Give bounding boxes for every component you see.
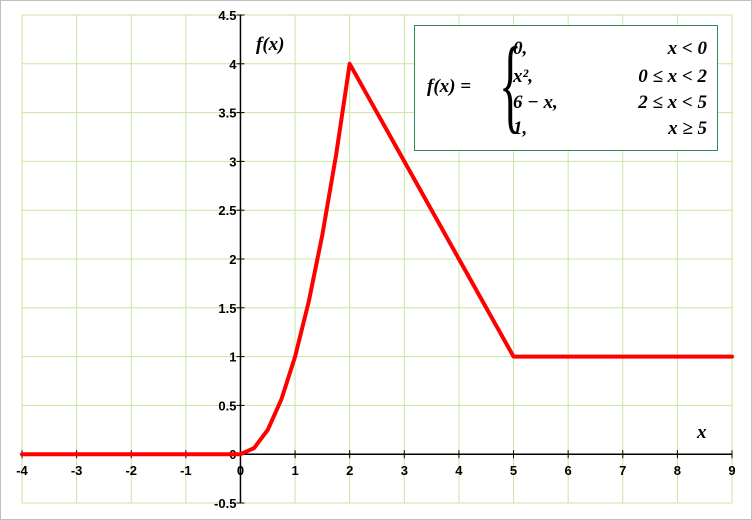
series-group bbox=[20, 61, 734, 457]
x-tick-label: 4 bbox=[455, 463, 463, 478]
y-tick-label: -0.5 bbox=[214, 496, 236, 511]
case-expression: x², bbox=[513, 66, 533, 87]
y-tick-label: 2.5 bbox=[218, 203, 236, 218]
x-tick-label: -2 bbox=[125, 463, 137, 478]
y-tick-label: 1.5 bbox=[218, 301, 236, 316]
case-condition: x < 0 bbox=[667, 38, 707, 59]
case-expression: 0, bbox=[513, 38, 528, 59]
x-tick-label: 8 bbox=[674, 463, 681, 478]
case-condition: 0 ≤ x < 2 bbox=[638, 66, 707, 87]
formula-lhs: f(x) = bbox=[427, 76, 472, 97]
case-condition: x ≥ 5 bbox=[668, 118, 707, 139]
formula-case: 1, x ≥ 5 bbox=[513, 118, 707, 143]
case-condition: 2 ≤ x < 5 bbox=[638, 92, 707, 113]
formula-box: f(x) = { 0, x < 0 x², 0 ≤ x < 2 6 − x, 2… bbox=[414, 25, 718, 151]
y-tick-label: 1 bbox=[229, 350, 236, 365]
y-tick-label: 4.5 bbox=[218, 8, 236, 23]
x-tick-label: -3 bbox=[71, 463, 83, 478]
x-tick-label: 6 bbox=[565, 463, 572, 478]
x-tick-label: -4 bbox=[16, 463, 28, 478]
y-tick-label: 4 bbox=[229, 57, 237, 72]
x-axis-title: x bbox=[696, 422, 707, 443]
y-axis-title: f(x) bbox=[256, 34, 284, 55]
formula-case: x², 0 ≤ x < 2 bbox=[513, 66, 707, 91]
y-tick-label: 2 bbox=[229, 252, 236, 267]
x-tick-label: 9 bbox=[728, 463, 735, 478]
formula-case: 0, x < 0 bbox=[513, 38, 707, 63]
case-expression: 1, bbox=[513, 118, 528, 139]
formula-case: 6 − x, 2 ≤ x < 5 bbox=[513, 92, 707, 117]
x-tick-label: 3 bbox=[401, 463, 408, 478]
formula-brace: { bbox=[499, 26, 522, 143]
y-tick-label: 3 bbox=[229, 154, 236, 169]
x-tick-label: 5 bbox=[510, 463, 517, 478]
x-tick-label: 2 bbox=[346, 463, 353, 478]
y-tick-label: 3.5 bbox=[218, 106, 236, 121]
y-tick-label: 0.5 bbox=[218, 398, 236, 413]
x-tick-label: 0 bbox=[237, 463, 244, 478]
case-expression: 6 − x, bbox=[513, 92, 558, 113]
x-tick-label: 7 bbox=[619, 463, 626, 478]
x-tick-label: -1 bbox=[180, 463, 192, 478]
x-tick-label: 1 bbox=[291, 463, 298, 478]
